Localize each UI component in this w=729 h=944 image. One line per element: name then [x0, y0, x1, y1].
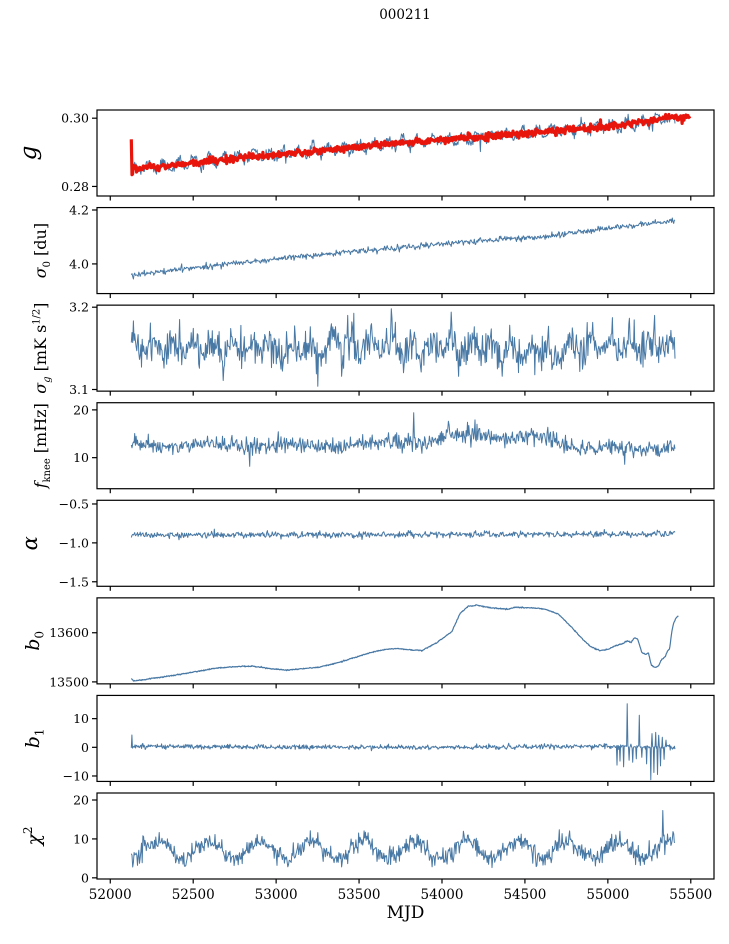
y-tick-label: 13600 [49, 625, 89, 640]
x-tick-label: 52000 [89, 887, 132, 903]
panel-b1: 10 0 −10 b1 [22, 694, 715, 786]
y-tick-label: −1.5 [59, 574, 89, 589]
series-gain-smoothed [129, 112, 692, 177]
panel-g: 0.30 0.28 g [16, 109, 715, 201]
panel-frame [96, 499, 715, 587]
panel-frame [96, 206, 715, 295]
panel-frame [96, 792, 715, 880]
panel-frame [96, 109, 715, 197]
y-tick-label: 3.1 [69, 382, 89, 397]
y-tick-label: 20 [73, 793, 89, 808]
figure-title: 000211 [379, 7, 431, 23]
panel-b0: 13600 13500 b0 [22, 597, 715, 689]
panel-fknee: 20 10 fknee [mHz] [31, 402, 715, 494]
series-sigma0-du [130, 217, 676, 280]
y-tick-label: 0.30 [61, 111, 89, 126]
y-tick-label: 4.2 [69, 202, 89, 217]
x-axis-label: MJD [386, 903, 425, 923]
y-tick-label: 0 [81, 740, 89, 755]
series-baseline-b0 [130, 604, 679, 682]
panel-frame [96, 402, 715, 490]
y-tick-label: 3.2 [69, 300, 89, 315]
y-axis-label-b0: b0 [22, 631, 47, 651]
y-tick-label: 0.28 [61, 179, 89, 194]
y-tick-label: 4.0 [69, 256, 89, 271]
y-axis-label-alpha: α [18, 536, 42, 550]
x-tick-label: 54500 [503, 887, 546, 903]
series-sigma-calibrated [130, 308, 676, 387]
y-axis-label-sigma-mks: σg [mK s1/2] [31, 303, 53, 394]
panel-frame [96, 597, 715, 685]
y-tick-label: 10 [73, 831, 89, 846]
y-tick-label: 10 [73, 711, 89, 726]
x-tick-label: 52500 [172, 887, 215, 903]
panel-alpha: −0.5 −1.0 −1.5 α [18, 496, 715, 591]
y-tick-label: −1.0 [59, 535, 89, 550]
y-tick-label: −10 [63, 768, 89, 783]
panel-frame [96, 694, 715, 783]
x-tick-label: 54000 [421, 887, 464, 903]
panel-sigma-mks: 3.2 3.1 σg [mK s1/2] [31, 300, 715, 397]
panel-frame [96, 304, 715, 392]
y-axis-label-sigma0-du: σ0 [du] [31, 223, 53, 278]
y-tick-label: 10 [73, 450, 89, 465]
y-axis-label-g: g [16, 146, 42, 161]
series-chi2 [130, 810, 676, 869]
x-tick-label: 55500 [669, 887, 712, 903]
y-axis-label-chi2: χ2 [21, 826, 45, 847]
y-axis-label-b1: b1 [22, 729, 47, 749]
series-baseline-b1 [130, 703, 676, 781]
y-tick-label: −0.5 [59, 496, 89, 511]
x-tick-label: 53500 [338, 887, 381, 903]
y-tick-label: 20 [73, 402, 89, 417]
series-alpha [130, 528, 676, 541]
x-tick-label: 55000 [586, 887, 629, 903]
y-axis-label-fknee: fknee [mHz] [31, 403, 53, 489]
series-fknee [130, 412, 676, 467]
y-tick-label: 13500 [49, 674, 89, 689]
x-tick-label: 53000 [255, 887, 298, 903]
y-tick-label: 0 [81, 870, 89, 885]
panel-sigma0-du: 4.2 4.0 σ0 [du] [31, 202, 715, 299]
